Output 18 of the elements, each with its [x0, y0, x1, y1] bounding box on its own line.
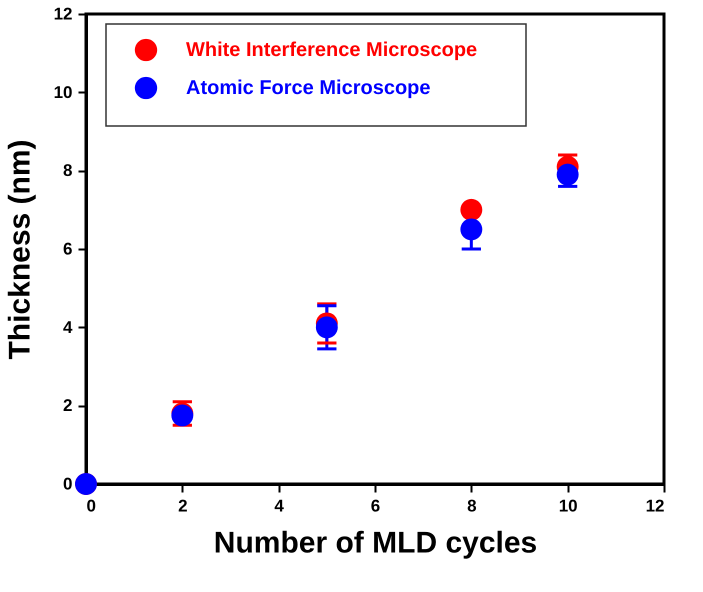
y-tick-label: 6	[63, 240, 72, 258]
y-tick-label: 12	[54, 4, 72, 24]
x-tick-label: 12	[646, 496, 664, 516]
x-tick-label: 2	[178, 496, 188, 516]
legend-label: Atomic Force Microscope	[186, 77, 431, 99]
y-tick-label: 0	[63, 474, 72, 494]
legend-label: White Interference Microscope	[186, 39, 478, 61]
x-tick-label: 6	[370, 496, 380, 516]
x-axis-title: Number of MLD cycles	[214, 526, 538, 560]
y-tick-label: 2	[63, 396, 72, 416]
x-tick-label: 0	[86, 496, 96, 516]
x-tick-label: 4	[274, 496, 284, 516]
x-tick-label: 10	[558, 496, 578, 516]
y-axis-title: Thickness (nm)	[4, 139, 37, 360]
y-tick-label: 10	[54, 82, 72, 102]
y-tick-label: 8	[63, 161, 72, 180]
y-tick-label: 4	[63, 318, 74, 337]
x-tick-label: 8	[467, 496, 477, 516]
